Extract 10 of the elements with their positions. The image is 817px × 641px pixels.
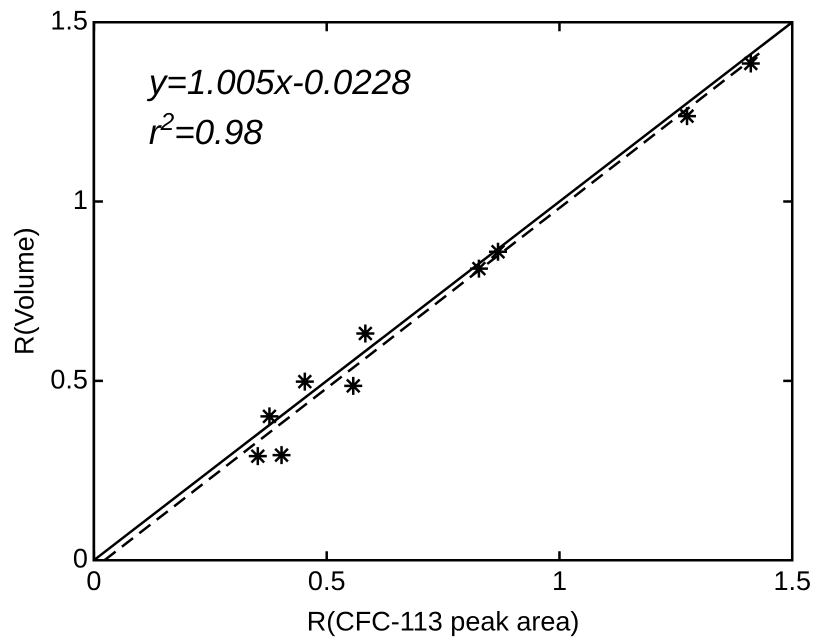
x-tick-label: 0.5 [308,566,346,596]
x-tick-label: 1 [552,566,567,596]
y-tick-label: 1.5 [50,6,88,36]
y-tick-label: 0.5 [50,364,88,394]
y-tick-label: 0 [72,544,88,574]
y-axis-title: R(Volume) [10,227,40,355]
annotation: y=1.005x-0.0228 [146,63,412,102]
x-axis-title: R(CFC-113 peak area) [306,606,580,636]
y-tick-label: 1 [72,184,88,215]
x-tick-label: 1.5 [773,566,812,596]
